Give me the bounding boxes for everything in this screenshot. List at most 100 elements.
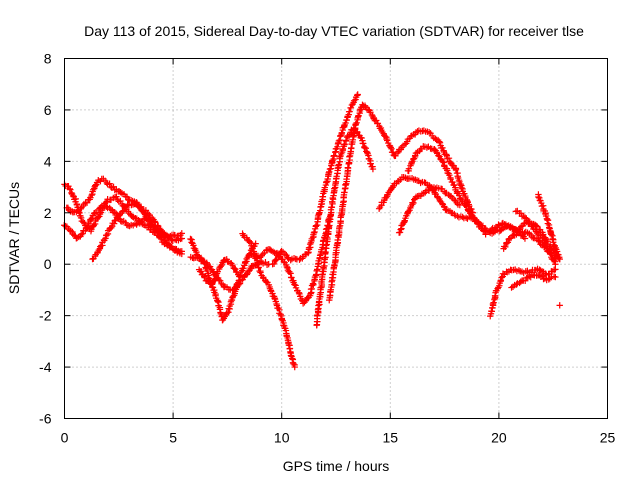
data-point [102, 235, 109, 242]
y-tick-label: -6 [39, 411, 52, 427]
data-point [456, 192, 463, 199]
data-point [383, 135, 390, 143]
data-point [151, 218, 158, 225]
data-point [80, 218, 87, 226]
data-point [546, 249, 553, 256]
data-point [489, 300, 497, 308]
data-point [347, 104, 355, 112]
y-tick-label: 2 [44, 205, 52, 221]
data-point [490, 299, 497, 306]
data-point [514, 227, 521, 235]
data-point [495, 221, 502, 228]
data-point [346, 108, 353, 115]
data-point [387, 144, 394, 151]
data-point [473, 219, 481, 227]
series-track-9 [248, 214, 333, 307]
data-point [423, 144, 431, 151]
data-point [187, 235, 194, 243]
y-tick-labels: -6 -4 -2 0 2 4 6 8 [39, 51, 52, 427]
data-point [111, 217, 118, 224]
data-point [528, 233, 536, 241]
data-point [219, 316, 227, 324]
data-point [291, 281, 298, 288]
data-point [354, 91, 361, 98]
data-point [456, 201, 464, 209]
series-track-5 [187, 235, 259, 324]
data-point [88, 192, 95, 199]
x-tick-label: 15 [383, 430, 399, 446]
data-point [369, 165, 377, 173]
data-point [346, 153, 353, 160]
series-track-10 [269, 91, 361, 268]
data-point [331, 185, 338, 192]
data-point [216, 277, 224, 284]
x-tick-label: 0 [61, 430, 69, 446]
data-point [550, 257, 558, 264]
data-point [323, 178, 330, 186]
data-point [212, 275, 219, 283]
data-point [83, 199, 91, 206]
data-point [133, 198, 140, 206]
data-point [117, 197, 124, 205]
data-point [368, 111, 376, 119]
data-point [287, 256, 294, 264]
data-point [341, 140, 348, 148]
data-point [103, 179, 110, 187]
data-point [296, 256, 303, 263]
data-point [382, 194, 390, 201]
data-point [214, 298, 221, 305]
data-point [405, 208, 412, 215]
y-tick-label: 8 [44, 51, 52, 67]
data-point [381, 133, 389, 140]
data-point [306, 241, 314, 248]
data-point [114, 196, 121, 204]
data-point [410, 199, 417, 207]
data-point [79, 230, 86, 237]
data-point [506, 235, 513, 242]
data-point [341, 189, 348, 196]
data-point [113, 193, 120, 200]
data-point [389, 149, 397, 156]
data-point [515, 267, 523, 274]
data-point [344, 164, 352, 171]
data-point [77, 231, 85, 238]
data-point [335, 161, 343, 168]
data-point [103, 203, 110, 210]
data-point [178, 230, 185, 237]
data-point [352, 120, 359, 128]
data-point [397, 226, 404, 233]
data-point [526, 273, 533, 280]
data-point [276, 251, 283, 259]
data-point [330, 152, 338, 159]
data-point [499, 270, 507, 277]
data-point [459, 213, 466, 221]
chart-title: Day 113 of 2015, Sidereal Day-to-day VTE… [84, 23, 584, 39]
data-point [334, 143, 341, 150]
data-point [360, 140, 367, 147]
data-point [94, 214, 102, 221]
y-tick-label: 6 [44, 102, 52, 118]
points-layer [61, 91, 563, 371]
data-point [91, 209, 98, 217]
data-point [67, 186, 74, 193]
data-point [217, 310, 225, 318]
series-track-8 [239, 230, 298, 371]
data-point [374, 120, 382, 127]
data-point [129, 201, 137, 208]
data-point [439, 144, 446, 152]
data-point [556, 255, 563, 263]
series-track-17 [508, 271, 559, 291]
data-point [323, 233, 331, 241]
data-point [255, 264, 262, 271]
data-point [313, 266, 321, 273]
data-point [77, 214, 85, 222]
data-point [337, 132, 344, 139]
data-point [133, 221, 140, 228]
data-point [502, 221, 510, 228]
y-axis-label: SDTVAR / TECUs [6, 182, 22, 294]
data-point [536, 272, 543, 279]
data-point [544, 220, 552, 227]
x-tick-label: 5 [169, 430, 177, 446]
data-point [521, 277, 529, 284]
